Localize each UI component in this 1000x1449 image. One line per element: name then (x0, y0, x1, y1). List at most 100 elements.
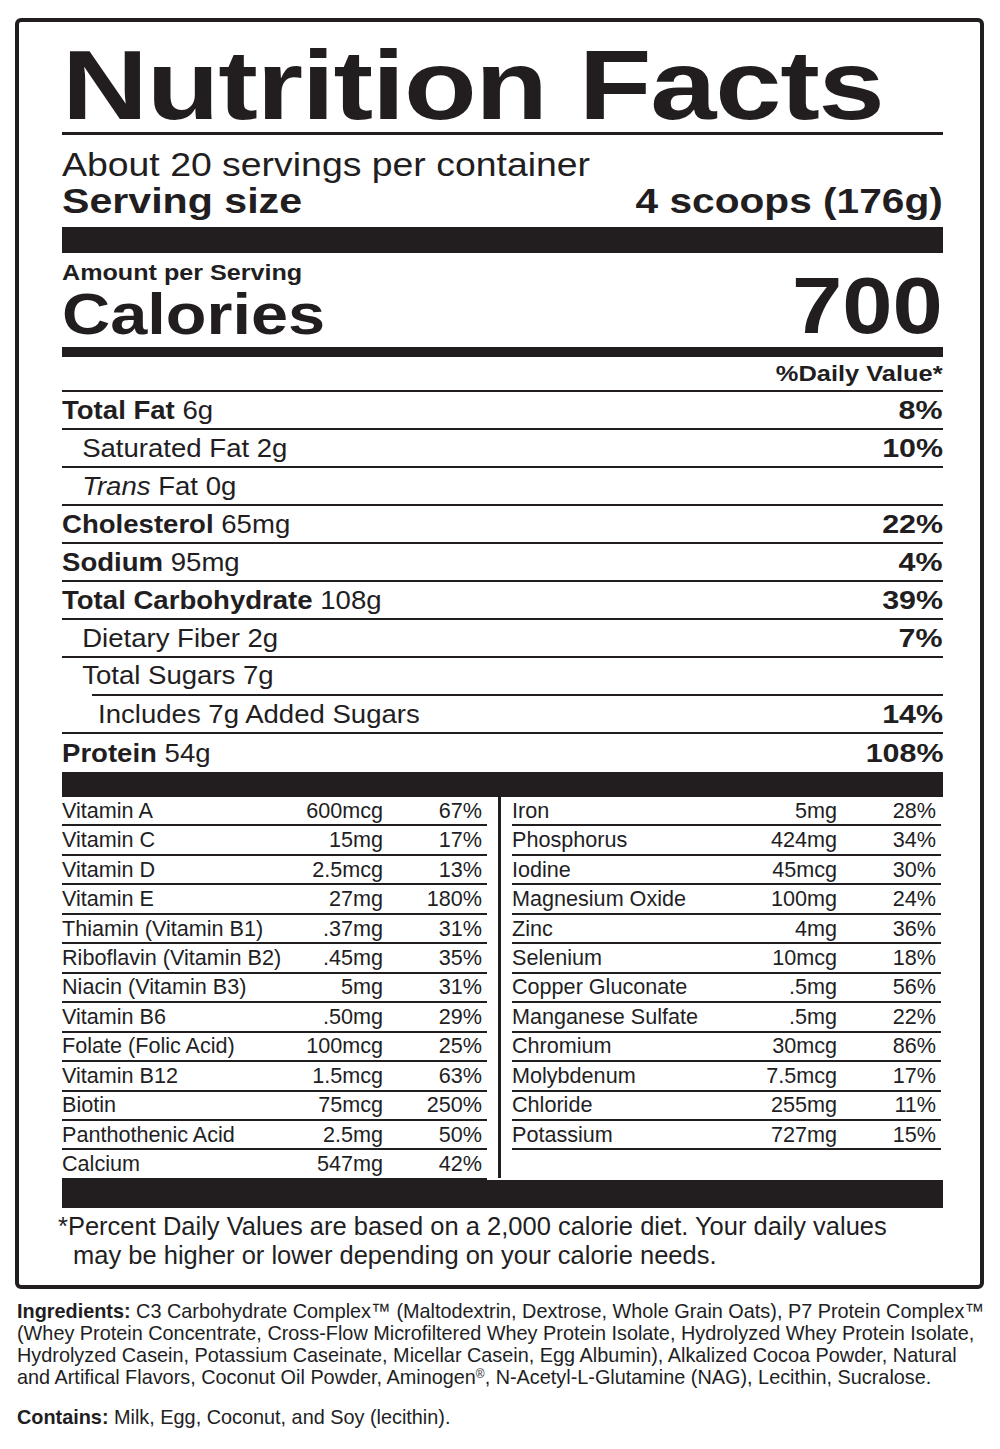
calories-value: 700 (792, 266, 943, 345)
micronutrient-name: Vitamin B12 (62, 1063, 312, 1089)
micronutrient-name: Zinc (512, 916, 795, 942)
micronutrient-amount: 75mcg (318, 1092, 383, 1118)
micronutrient-amount: 2.5mcg (312, 857, 383, 883)
micronutrient-name: Iron (512, 798, 795, 824)
micronutrient-amount: 7.5mcg (766, 1063, 837, 1089)
nutrient-name: Dietary Fiber 2g (62, 623, 956, 654)
micronutrient-name: Niacin (Vitamin B3) (62, 974, 341, 1000)
micronutrient-row: Folate (Folic Acid)100mcg25% (62, 1033, 487, 1062)
micronutrient-row: Riboflavin (Vitamin B2).45mg35% (62, 944, 487, 973)
micronutrient-amount: .5mg (789, 1004, 837, 1030)
micronutrient-amount: 424mg (771, 827, 837, 853)
nutrient-row: Sodium 95mg4% (62, 544, 943, 582)
micronutrient-row: Vitamin D2.5mcg13% (62, 856, 487, 885)
micronutrient-name: Chloride (512, 1092, 771, 1118)
micronutrient-row: Biotin75mcg250% (62, 1092, 487, 1121)
micronutrients-table: Vitamin A600mcg67%Vitamin C15mg17%Vitami… (62, 797, 943, 1180)
micronutrient-daily-value: 13% (383, 857, 487, 883)
micronutrient-row: Niacin (Vitamin B3)5mg31% (62, 974, 487, 1003)
nutrient-row: Dietary Fiber 2g7% (62, 620, 943, 658)
micronutrient-daily-value: 36% (837, 916, 941, 942)
micronutrient-amount: 45mcg (772, 857, 837, 883)
micronutrient-amount: 1.5mcg (312, 1063, 383, 1089)
ingredients-line: Ingredients: C3 Carbohydrate Complex™ (M… (17, 1300, 946, 1322)
micronutrient-amount: 255mg (771, 1092, 837, 1118)
micronutrients-column-left: Vitamin A600mcg67%Vitamin C15mg17%Vitami… (62, 797, 487, 1180)
nutrient-name: Sodium 95mg (62, 547, 956, 578)
micronutrient-name: Vitamin E (62, 886, 329, 912)
micronutrient-row: Molybdenum7.5mcg17% (512, 1062, 941, 1091)
micronutrient-amount: 2.5mg (323, 1122, 383, 1148)
micronutrient-daily-value: 29% (383, 1004, 487, 1030)
nutrient-name: Total Carbohydrate 108g (62, 585, 941, 616)
daily-value-header-row: %Daily Value* (62, 357, 943, 392)
micronutrient-amount: .45mg (323, 945, 383, 971)
calories-row: Calories 700 (62, 285, 943, 347)
micronutrient-daily-value: 63% (383, 1063, 487, 1089)
micronutrient-amount: 5mg (795, 798, 837, 824)
micronutrient-amount: .5mg (789, 974, 837, 1000)
micronutrient-amount: 600mcg (306, 798, 383, 824)
nutrient-row: Cholesterol 65mg22% (62, 506, 943, 544)
nutrient-daily-value: 4% (899, 547, 943, 578)
serving-size-value: 4 scoops (176g) (636, 182, 943, 220)
servings-per-container: About 20 servings per container (62, 145, 1000, 183)
nutrient-daily-value: 14% (882, 699, 943, 730)
micronutrient-name: Vitamin B6 (62, 1004, 323, 1030)
nutrient-name: Includes 7g Added Sugars (62, 699, 941, 730)
calories-label: Calories (62, 285, 325, 343)
nutrient-daily-value: 8% (899, 395, 943, 426)
micronutrient-daily-value: 15% (837, 1122, 941, 1148)
contains-paragraph: Contains: Milk, Egg, Coconut, and Soy (l… (17, 1406, 1000, 1428)
micronutrient-name: Biotin (62, 1092, 318, 1118)
micronutrient-row: Iodine45mcg30% (512, 856, 941, 885)
micronutrient-name: Magnesium Oxide (512, 886, 771, 912)
nutrient-daily-value: 22% (882, 509, 943, 540)
nutrient-row: Saturated Fat 2g10% (62, 430, 943, 468)
nutrient-daily-value: 108% (865, 738, 943, 769)
micronutrient-daily-value: 17% (837, 1063, 941, 1089)
micronutrient-amount: 547mg (317, 1151, 383, 1177)
ingredients-paragraph: Ingredients: C3 Carbohydrate Complex™ (M… (17, 1300, 1000, 1388)
micronutrient-daily-value: 56% (837, 974, 941, 1000)
micronutrient-daily-value: 34% (837, 827, 941, 853)
micronutrient-daily-value: 11% (837, 1092, 941, 1118)
micronutrient-daily-value: 86% (837, 1033, 941, 1059)
micronutrient-daily-value: 18% (837, 945, 941, 971)
nutrient-daily-value: 39% (882, 585, 943, 616)
micronutrient-amount: 30mcg (772, 1033, 837, 1059)
micronutrient-row: Manganese Sulfate.5mg22% (512, 1003, 941, 1032)
micronutrient-row: Iron5mg28% (512, 797, 941, 826)
micronutrient-amount: 100mg (771, 886, 837, 912)
micronutrient-row: Chromium30mcg86% (512, 1033, 941, 1062)
micronutrient-daily-value: 180% (383, 886, 487, 912)
micronutrient-daily-value: 22% (837, 1004, 941, 1030)
micronutrient-row: Calcium547mg42% (62, 1150, 487, 1179)
separator-bar-thick (62, 1180, 943, 1208)
nutrient-row: Total Fat 6g8% (62, 392, 943, 430)
separator-bar-thick (62, 772, 943, 797)
micronutrient-daily-value: 30% (837, 857, 941, 883)
micronutrient-daily-value: 50% (383, 1122, 487, 1148)
micronutrient-daily-value: 31% (383, 916, 487, 942)
nutrient-name: Total Sugars 7g (62, 660, 996, 691)
micronutrient-name: Chromium (512, 1033, 772, 1059)
serving-size-row: Serving size 4 scoops (176g) (62, 182, 943, 220)
micronutrients-column-right: Iron5mg28%Phosphorus424mg34%Iodine45mcg3… (512, 797, 941, 1180)
micronutrient-row: Copper Gluconate.5mg56% (512, 974, 941, 1003)
micronutrient-name: Potassium (512, 1122, 771, 1148)
nutrient-name: Protein 54g (62, 738, 925, 769)
micronutrient-daily-value: 17% (383, 827, 487, 853)
nutrient-row: Protein 54g108% (62, 734, 943, 772)
nutrient-name: Trans Fat 0g (62, 471, 996, 502)
nutrient-name: Cholesterol 65mg (62, 509, 941, 540)
micronutrient-name: Manganese Sulfate (512, 1004, 789, 1030)
ingredients-line: (Whey Protein Concentrate, Cross-Flow Mi… (17, 1322, 946, 1344)
column-divider (498, 797, 501, 1178)
micronutrient-name: Selenium (512, 945, 772, 971)
micronutrient-amount: 15mg (329, 827, 383, 853)
micronutrient-amount: 4mg (795, 916, 837, 942)
micronutrient-row: Potassium727mg15% (512, 1121, 941, 1150)
nutrient-row: Includes 7g Added Sugars14% (62, 696, 943, 734)
micronutrient-amount: 727mg (771, 1122, 837, 1148)
